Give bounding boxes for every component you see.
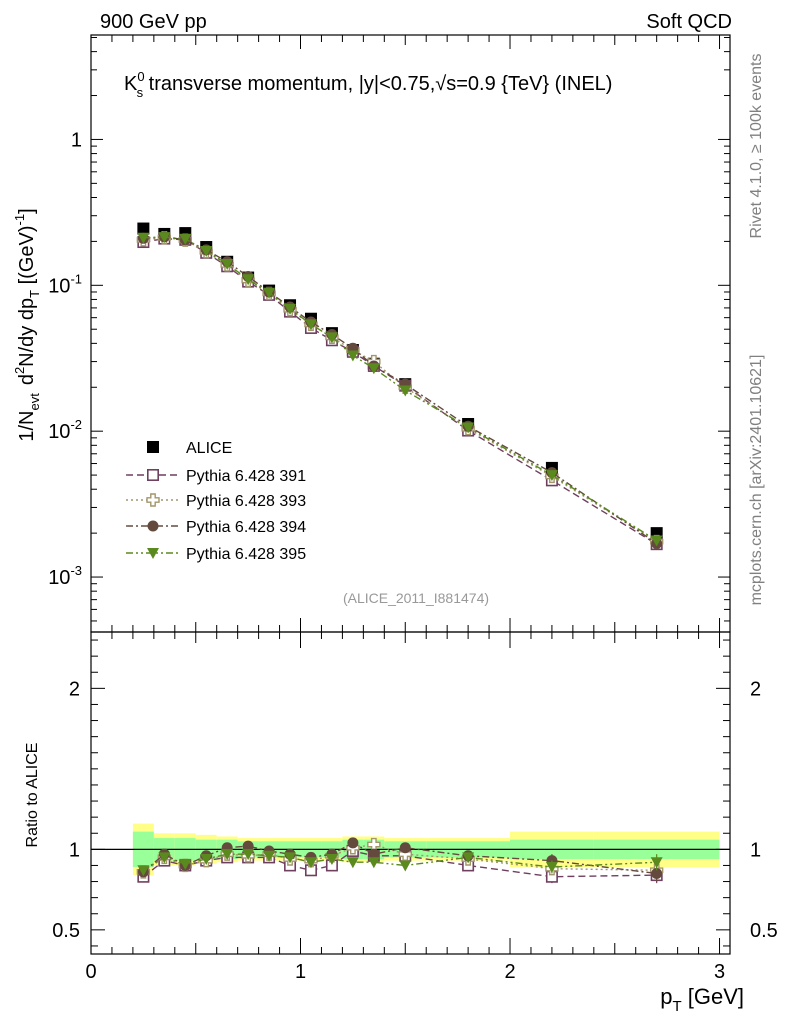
data-point xyxy=(399,385,412,397)
main-y-axis-label: 1/Nevtd2N/dy dpT [(GeV)-1] xyxy=(12,208,42,441)
rivet-version-label: Rivet 4.1.0, ≥ 100k events xyxy=(748,54,765,239)
ratio-y-tick-label-right: 2 xyxy=(750,678,761,700)
legend-label: Pythia 6.428 391 xyxy=(186,468,306,485)
x-tick-label: 2 xyxy=(504,961,515,983)
data-point xyxy=(346,350,359,362)
ratio-data-point xyxy=(368,848,380,860)
main-panel-frame xyxy=(90,34,731,633)
data-point xyxy=(367,363,380,375)
x-tick-label: 0 xyxy=(85,961,96,983)
ratio-data-point xyxy=(462,852,475,864)
plot-title: K0 s transverse momentum, |y|<0.75,√s=0.9… xyxy=(124,69,612,100)
x-tick-label: 1 xyxy=(295,961,306,983)
ratio-y-tick-label-right: 1 xyxy=(750,839,761,861)
data-point xyxy=(158,232,171,244)
main-panel-series xyxy=(136,222,664,551)
ratio-panel-frame xyxy=(90,631,731,955)
ratio-data-point xyxy=(242,840,254,852)
legend-entry-pythia-6-428-391: Pythia 6.428 391 xyxy=(126,468,306,485)
legend-label: ALICE xyxy=(186,440,232,457)
legend-label: Pythia 6.428 393 xyxy=(186,493,306,510)
legend-marker xyxy=(147,520,159,532)
main-y-tick-label: 10-2 xyxy=(48,417,82,443)
legend-marker xyxy=(147,441,159,453)
ratio-data-point xyxy=(325,854,338,866)
ratio-y-axis-label: Ratio to ALICE xyxy=(24,743,41,848)
ratio-y-tick-label: 1 xyxy=(69,839,80,861)
ratio-panel-series xyxy=(136,837,664,884)
ratio-y-tick-label: 0.5 xyxy=(52,920,80,942)
ratio-data-point xyxy=(347,837,359,849)
ratio-series-pythia-6-428-395 xyxy=(137,849,663,877)
ratio-data-point xyxy=(158,852,171,864)
ratio-series-line xyxy=(143,853,657,871)
ratio-y-tick-label: 2 xyxy=(69,678,80,700)
ratio-data-point xyxy=(304,857,317,869)
ratio-data-point xyxy=(179,858,192,870)
data-point xyxy=(650,535,663,547)
x-axis-label: pT [GeV] xyxy=(660,984,744,1015)
main-y-ticks: 10-3 10-2 10-1 1 xyxy=(48,35,730,632)
data-point xyxy=(263,287,276,299)
legend-marker xyxy=(147,548,159,559)
analysis-watermark: (ALICE_2011_I881474) xyxy=(343,590,489,606)
ratio-data-point xyxy=(367,857,380,869)
legend-marker xyxy=(146,493,160,507)
legend-entry-pythia-6-428-394: Pythia 6.428 394 xyxy=(126,519,306,536)
ratio-data-point xyxy=(242,849,255,861)
ratio-data-point xyxy=(221,849,234,861)
main-y-tick-label: 10-1 xyxy=(48,271,82,297)
data-point xyxy=(545,470,558,482)
ratio-y-tick-label-right: 0.5 xyxy=(750,920,778,942)
legend: ALICE Pythia 6.428 391 Pythia 6.428 393 Pyt… xyxy=(126,440,306,563)
data-point xyxy=(179,233,192,245)
legend-entry-pythia-6-428-393: Pythia 6.428 393 xyxy=(126,493,306,510)
ratio-series-line xyxy=(142,842,657,875)
ratio-data-point xyxy=(284,852,297,864)
ratio-data-point xyxy=(545,862,558,874)
ratio-data-point xyxy=(399,842,411,854)
legend-label: Pythia 6.428 395 xyxy=(186,546,306,563)
header-left: 900 GeV pp xyxy=(100,11,207,33)
ratio-ticks: 0.5 0.5 1 1 2 2 0 1 2 3 xyxy=(52,632,778,983)
ratio-data-point xyxy=(200,854,213,866)
series-line xyxy=(143,236,658,542)
legend-marker xyxy=(147,468,160,481)
ratio-data-point xyxy=(650,857,663,869)
data-point xyxy=(242,274,255,286)
header-right: Soft QCD xyxy=(646,11,732,33)
ratio-data-point xyxy=(346,857,359,869)
main-y-tick-label: 10-3 xyxy=(48,563,82,589)
data-point xyxy=(137,222,150,235)
ratio-data-point xyxy=(263,850,276,862)
legend-label: Pythia 6.428 394 xyxy=(186,519,306,536)
legend-entry-pythia-6-428-395: Pythia 6.428 395 xyxy=(126,546,306,563)
ratio-series-line xyxy=(142,850,657,878)
mcplots-reference-label: mcplots.cern.ch [arXiv:2401.10621] xyxy=(748,355,765,606)
ratio-data-point xyxy=(399,860,412,872)
ratio-data-point xyxy=(137,865,150,877)
series-pythia-6-428-395 xyxy=(137,232,663,547)
data-point xyxy=(462,422,475,434)
data-point xyxy=(200,245,213,257)
ratio-data-point xyxy=(651,868,663,879)
data-point xyxy=(325,332,338,344)
data-point xyxy=(284,303,297,315)
legend-entry-alice: ALICE xyxy=(147,440,232,457)
data-point xyxy=(137,232,150,244)
x-tick-label: 3 xyxy=(714,961,725,983)
data-point xyxy=(221,258,234,270)
main-y-tick-label: 1 xyxy=(71,129,82,151)
data-point xyxy=(304,319,317,331)
